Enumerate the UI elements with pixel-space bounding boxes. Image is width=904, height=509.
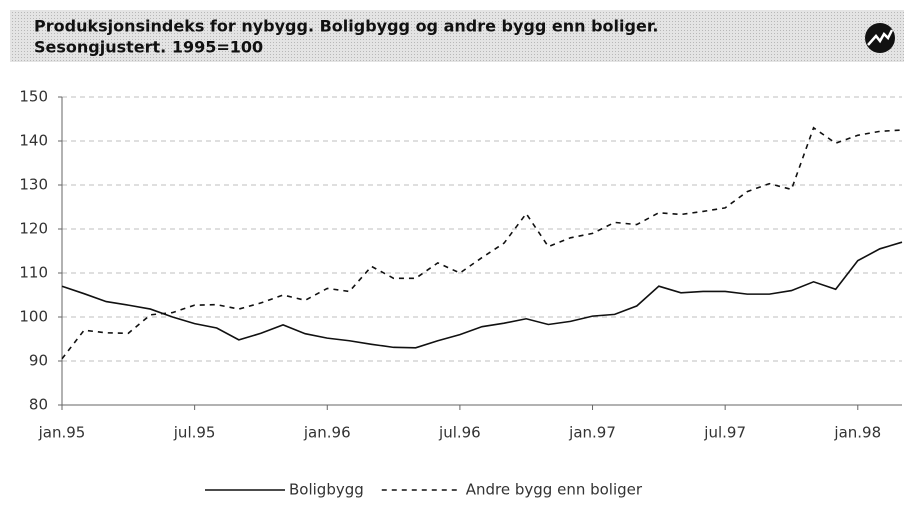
y-tick-label: 120 [19,220,48,238]
line-series [61,126,903,360]
y-tick-label: 110 [19,264,48,282]
logo [865,23,895,53]
y-tick-label: 100 [19,308,48,326]
x-tick-label: jan.96 [303,424,351,442]
x-tick-label: jan.98 [833,424,881,442]
y-tick-label: 140 [19,132,48,150]
y-tick-label: 130 [19,176,48,194]
chart-subtitle: Sesongjustert. 1995=100 [34,38,263,57]
x-tick-label: jul.95 [173,424,216,442]
chart-title: Produksjonsindeks for nybygg. Boligbygg … [34,17,659,36]
x-tick-label: jan.95 [38,424,86,442]
y-tick-label: 80 [29,396,48,414]
y-tick-label: 150 [19,88,48,106]
line-series [61,241,903,349]
title-band [10,10,904,62]
x-tick-label: jan.97 [568,424,616,442]
legend-label: Andre bygg enn boliger [466,481,643,499]
x-tick-label: jul.96 [438,424,481,442]
x-tick-label: jul.97 [703,424,746,442]
legend-label: Boligbygg [289,481,364,499]
y-tick-label: 90 [29,352,48,370]
